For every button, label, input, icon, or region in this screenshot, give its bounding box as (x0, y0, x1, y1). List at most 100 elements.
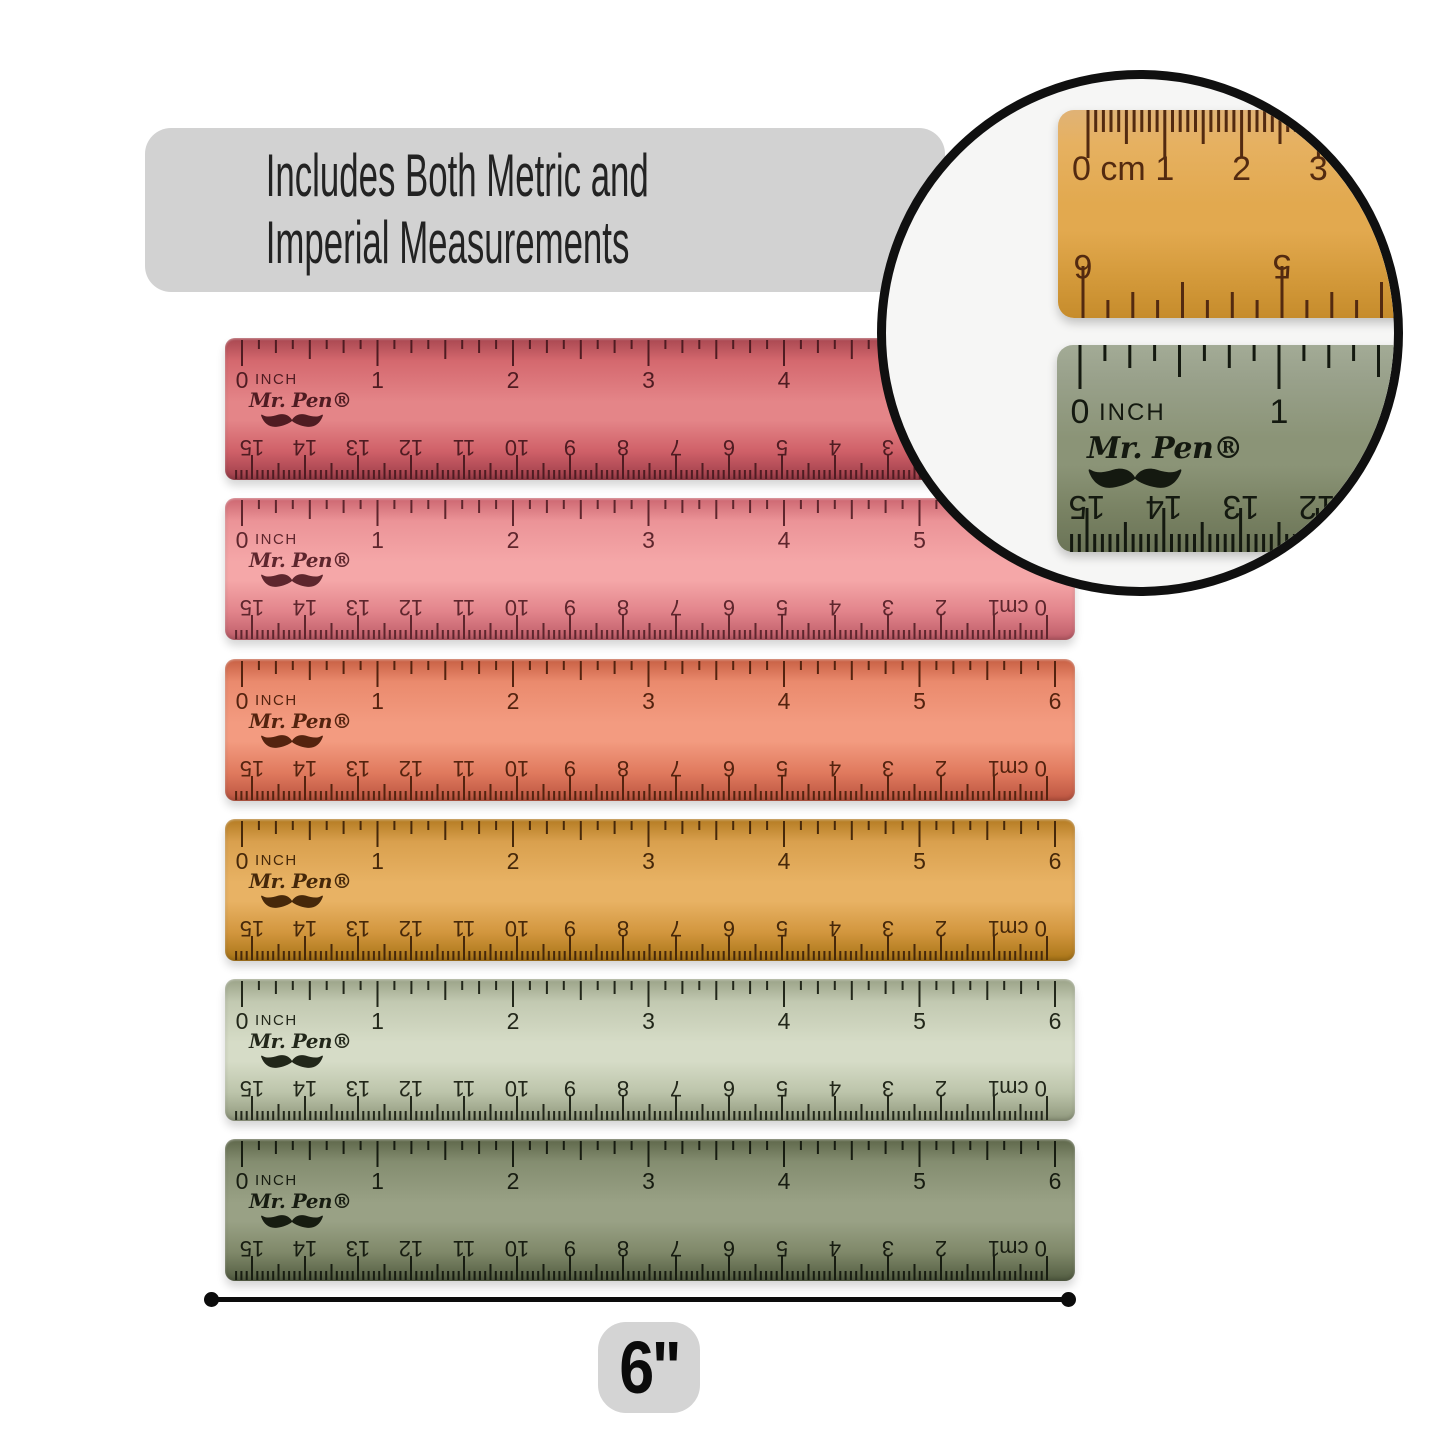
cm-number-flipped: 15 (239, 435, 265, 460)
inch-number: 2 (506, 367, 520, 393)
tick-marks (1070, 508, 1394, 552)
inch-number: 2 (506, 1008, 520, 1034)
tick-marks (241, 661, 1056, 687)
brand-name: Mr. Pen® (249, 1189, 352, 1213)
cm-number-flipped: 5 (775, 435, 789, 460)
cm-number-flipped: 3 (881, 1236, 895, 1261)
cm-number-flipped: 3 (881, 1076, 895, 1101)
cm-number-flipped: 6 (722, 756, 736, 781)
inch-number: 5 (913, 848, 926, 874)
cm-zero-label-flipped: 0 cm (999, 916, 1047, 941)
cm-number-flipped: 5 (775, 916, 789, 941)
cm-number-flipped: 9 (563, 595, 577, 620)
cm-number-flipped: 4 (828, 595, 842, 620)
tick-marks (1086, 110, 1394, 158)
cm-number-flipped: 5 (775, 595, 789, 620)
cm-number-flipped: 3 (881, 435, 895, 460)
cm-number-flipped: 14 (292, 595, 318, 620)
inch-number: 6 (1048, 848, 1062, 874)
cm-number-flipped: 9 (563, 1236, 577, 1261)
brand-name: Mr. Pen® (249, 388, 352, 412)
inch-number: 1 (371, 688, 384, 714)
inch-zero-label: 0 (235, 1008, 249, 1034)
cm-number-flipped: 6 (722, 1076, 736, 1101)
inch-number: 6 (1048, 688, 1062, 714)
cm-number-flipped: 10 (504, 916, 530, 941)
inch-number: 4 (777, 367, 791, 393)
tick-marks (235, 1096, 1048, 1120)
inch-number: 5 (913, 527, 926, 553)
cm-number-flipped: 7 (669, 595, 683, 620)
mustache-icon (261, 574, 323, 587)
tick-marks (241, 1141, 1056, 1167)
mr-pen-logo: Mr. Pen® (249, 388, 352, 431)
cm-number-flipped: 11 (452, 1076, 476, 1101)
cm-number-flipped: 8 (616, 916, 630, 941)
inset-imperial-ruler-crop: 0 INCH 1 15 14 13 12 Mr. Pen® (1057, 345, 1394, 552)
mustache-icon (261, 735, 323, 748)
cm-number-flipped: 14 (292, 756, 318, 781)
sage-ruler: 0 INCH 1 2 3 4 5 6 15 14 13 12 11 10 9 8 7 6 5 4 3 2 1 0 cm Mr. … (225, 979, 1075, 1121)
mr-pen-logo: Mr. Pen® (249, 548, 352, 591)
cm-number-flipped: 15 (239, 1076, 265, 1101)
cm-number-flipped: 7 (669, 916, 683, 941)
zoom-inset-circle: 0 cm 1 2 3 6 5 0 INCH 1 15 14 13 12 Mr. Pen® (877, 70, 1403, 596)
cm-number-flipped: 3 (881, 756, 895, 781)
cm-number-flipped: 8 (616, 435, 630, 460)
cm-number-flipped: 10 (504, 595, 530, 620)
cm-number-flipped: 12 (398, 916, 424, 941)
inch-number: 1 (371, 848, 384, 874)
banner-line2: Imperial Measurements (265, 209, 630, 276)
cm-number-flipped: 15 (239, 756, 265, 781)
inset-metric-ruler-crop: 0 cm 1 2 3 6 5 (1058, 110, 1394, 318)
cm-number: 1 (1155, 150, 1175, 188)
cm-number-flipped: 3 (881, 595, 895, 620)
inch-number: 3 (642, 848, 655, 874)
cm-zero-label-flipped: 0 cm (999, 595, 1047, 620)
cm-number-flipped: 9 (563, 1076, 577, 1101)
cm-number-flipped: 12 (398, 1236, 424, 1261)
cm-number-flipped: 4 (828, 916, 842, 941)
amber-ruler: 0 INCH 1 2 3 4 5 6 15 14 13 12 11 10 9 8 7 6 5 4 3 2 1 0 cm Mr. … (225, 819, 1075, 961)
cm-number-flipped: 14 (292, 1236, 318, 1261)
tick-marks (235, 776, 1048, 800)
inch-number: 3 (642, 367, 655, 393)
cm-number-flipped: 2 (934, 1236, 948, 1261)
cm-number-flipped: 8 (616, 595, 630, 620)
cm-number-flipped: 13 (345, 595, 371, 620)
inch-number: 3 (642, 1168, 655, 1194)
brand-name: Mr. Pen® (1087, 431, 1243, 466)
cm-number-flipped: 11 (452, 595, 476, 620)
cm-zero-label-flipped: 0 cm (999, 1076, 1047, 1101)
cm-number-flipped: 12 (398, 435, 424, 460)
inch-number: 4 (777, 848, 791, 874)
mr-pen-logo: Mr. Pen® (249, 1189, 352, 1232)
inch-number: 6 (1048, 1008, 1062, 1034)
cm-number-flipped: 6 (722, 1236, 736, 1261)
cm-number-flipped: 7 (669, 1236, 683, 1261)
inch-number: 3 (642, 688, 655, 714)
inch-number: 6 (1048, 1168, 1062, 1194)
cm-number-flipped: 11 (452, 435, 476, 460)
cm-number-flipped: 9 (563, 756, 577, 781)
inch-unit-label: INCH (1099, 399, 1166, 426)
cm-number-flipped: 4 (828, 1236, 842, 1261)
cm-number-flipped: 14 (292, 435, 318, 460)
cm-number-flipped: 9 (563, 916, 577, 941)
mustache-icon (261, 895, 323, 908)
dimension-endpoint-right-dot (1061, 1292, 1076, 1307)
dimension-endpoint-left-dot (204, 1292, 219, 1307)
cm-number-flipped: 7 (669, 1076, 683, 1101)
inch-zero-label: 0 (235, 527, 249, 553)
cm-number-flipped: 13 (345, 756, 371, 781)
tick-marks (235, 936, 1048, 960)
inch-number: 4 (777, 527, 791, 553)
inch-unit-label: INCH (255, 371, 298, 388)
mustache-icon (261, 1055, 323, 1068)
cm-number-flipped: 14 (292, 1076, 318, 1101)
inch-number: 2 (506, 688, 520, 714)
inch-number: 1 (1269, 393, 1289, 431)
cm-number-flipped: 8 (616, 1076, 630, 1101)
inch-zero-label: 0 (235, 1168, 249, 1194)
tick-marks (241, 821, 1056, 847)
